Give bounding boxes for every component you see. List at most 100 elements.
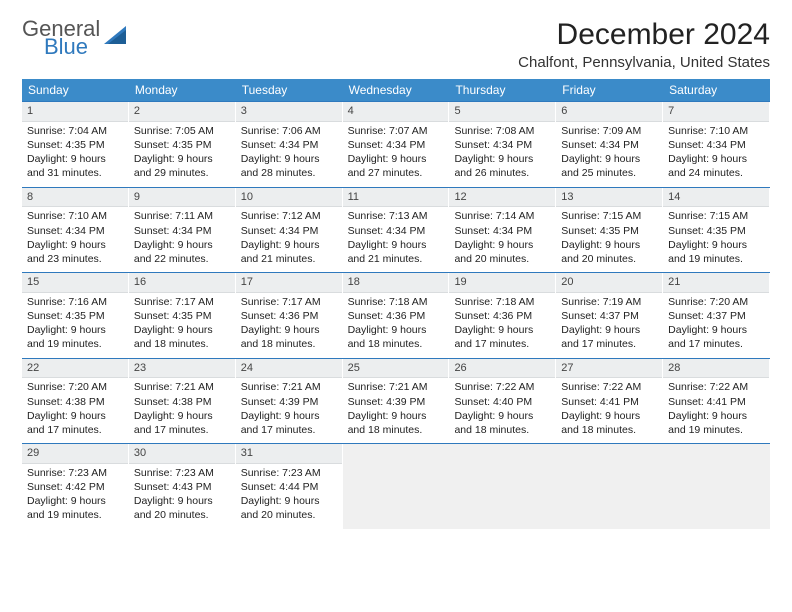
daylight-line-2: and 19 minutes. bbox=[668, 423, 764, 437]
day-number: 13 bbox=[556, 188, 662, 208]
daylight-line-2: and 17 minutes. bbox=[668, 337, 764, 351]
calendar-cell: 14Sunrise: 7:15 AMSunset: 4:35 PMDayligh… bbox=[663, 188, 770, 273]
daylight-line-2: and 27 minutes. bbox=[348, 166, 444, 180]
calendar-cell: 12Sunrise: 7:14 AMSunset: 4:34 PMDayligh… bbox=[449, 188, 556, 273]
daylight-line: Daylight: 9 hours bbox=[668, 238, 764, 252]
sunrise-line: Sunrise: 7:06 AM bbox=[241, 124, 337, 138]
calendar-cell-empty bbox=[556, 444, 663, 529]
calendar-cell: 20Sunrise: 7:19 AMSunset: 4:37 PMDayligh… bbox=[556, 273, 663, 358]
sunset-line: Sunset: 4:38 PM bbox=[134, 395, 230, 409]
daylight-line: Daylight: 9 hours bbox=[668, 152, 764, 166]
daylight-line-2: and 18 minutes. bbox=[134, 337, 230, 351]
daylight-line: Daylight: 9 hours bbox=[561, 238, 657, 252]
daylight-line: Daylight: 9 hours bbox=[561, 323, 657, 337]
day-number: 5 bbox=[449, 102, 555, 122]
sunset-line: Sunset: 4:34 PM bbox=[348, 138, 444, 152]
daylight-line-2: and 25 minutes. bbox=[561, 166, 657, 180]
calendar-cell: 26Sunrise: 7:22 AMSunset: 4:40 PMDayligh… bbox=[449, 359, 556, 444]
sunset-line: Sunset: 4:35 PM bbox=[27, 309, 123, 323]
calendar-cell: 28Sunrise: 7:22 AMSunset: 4:41 PMDayligh… bbox=[663, 359, 770, 444]
sunset-line: Sunset: 4:35 PM bbox=[134, 138, 230, 152]
day-number: 9 bbox=[129, 188, 235, 208]
page-title: December 2024 bbox=[518, 18, 770, 52]
day-number: 28 bbox=[663, 359, 769, 379]
sunrise-line: Sunrise: 7:08 AM bbox=[454, 124, 550, 138]
calendar-cell: 29Sunrise: 7:23 AMSunset: 4:42 PMDayligh… bbox=[22, 444, 129, 529]
daylight-line-2: and 22 minutes. bbox=[134, 252, 230, 266]
sunrise-line: Sunrise: 7:23 AM bbox=[241, 466, 337, 480]
sunrise-line: Sunrise: 7:19 AM bbox=[561, 295, 657, 309]
calendar-header-tuesday: Tuesday bbox=[236, 79, 343, 101]
sunrise-line: Sunrise: 7:13 AM bbox=[348, 209, 444, 223]
daylight-line-2: and 19 minutes. bbox=[27, 508, 123, 522]
daylight-line: Daylight: 9 hours bbox=[27, 409, 123, 423]
daylight-line: Daylight: 9 hours bbox=[668, 409, 764, 423]
sunset-line: Sunset: 4:37 PM bbox=[561, 309, 657, 323]
daylight-line-2: and 29 minutes. bbox=[134, 166, 230, 180]
sunset-line: Sunset: 4:34 PM bbox=[134, 224, 230, 238]
calendar-cell: 5Sunrise: 7:08 AMSunset: 4:34 PMDaylight… bbox=[449, 102, 556, 187]
daylight-line-2: and 18 minutes. bbox=[561, 423, 657, 437]
calendar-row: 15Sunrise: 7:16 AMSunset: 4:35 PMDayligh… bbox=[22, 272, 770, 358]
daylight-line: Daylight: 9 hours bbox=[348, 238, 444, 252]
daylight-line: Daylight: 9 hours bbox=[241, 409, 337, 423]
calendar-cell: 30Sunrise: 7:23 AMSunset: 4:43 PMDayligh… bbox=[129, 444, 236, 529]
day-number: 7 bbox=[663, 102, 769, 122]
daylight-line: Daylight: 9 hours bbox=[561, 152, 657, 166]
day-number: 23 bbox=[129, 359, 235, 379]
sunrise-line: Sunrise: 7:17 AM bbox=[241, 295, 337, 309]
daylight-line: Daylight: 9 hours bbox=[27, 238, 123, 252]
daylight-line-2: and 17 minutes. bbox=[134, 423, 230, 437]
sunrise-line: Sunrise: 7:18 AM bbox=[454, 295, 550, 309]
daylight-line: Daylight: 9 hours bbox=[134, 152, 230, 166]
sunrise-line: Sunrise: 7:18 AM bbox=[348, 295, 444, 309]
calendar-cell: 27Sunrise: 7:22 AMSunset: 4:41 PMDayligh… bbox=[556, 359, 663, 444]
day-number: 27 bbox=[556, 359, 662, 379]
calendar-cell: 25Sunrise: 7:21 AMSunset: 4:39 PMDayligh… bbox=[343, 359, 450, 444]
calendar-cell: 16Sunrise: 7:17 AMSunset: 4:35 PMDayligh… bbox=[129, 273, 236, 358]
day-number: 31 bbox=[236, 444, 342, 464]
calendar-cell: 7Sunrise: 7:10 AMSunset: 4:34 PMDaylight… bbox=[663, 102, 770, 187]
sunset-line: Sunset: 4:40 PM bbox=[454, 395, 550, 409]
day-number: 22 bbox=[22, 359, 128, 379]
daylight-line-2: and 20 minutes. bbox=[561, 252, 657, 266]
sunset-line: Sunset: 4:34 PM bbox=[668, 138, 764, 152]
daylight-line: Daylight: 9 hours bbox=[241, 152, 337, 166]
day-number: 2 bbox=[129, 102, 235, 122]
calendar-header-row: SundayMondayTuesdayWednesdayThursdayFrid… bbox=[22, 79, 770, 101]
sunset-line: Sunset: 4:34 PM bbox=[454, 224, 550, 238]
daylight-line-2: and 28 minutes. bbox=[241, 166, 337, 180]
day-number: 6 bbox=[556, 102, 662, 122]
sunrise-line: Sunrise: 7:05 AM bbox=[134, 124, 230, 138]
daylight-line: Daylight: 9 hours bbox=[241, 238, 337, 252]
sunrise-line: Sunrise: 7:09 AM bbox=[561, 124, 657, 138]
daylight-line: Daylight: 9 hours bbox=[27, 323, 123, 337]
calendar-row: 8Sunrise: 7:10 AMSunset: 4:34 PMDaylight… bbox=[22, 187, 770, 273]
daylight-line: Daylight: 9 hours bbox=[348, 409, 444, 423]
sunset-line: Sunset: 4:34 PM bbox=[561, 138, 657, 152]
calendar-cell: 24Sunrise: 7:21 AMSunset: 4:39 PMDayligh… bbox=[236, 359, 343, 444]
daylight-line-2: and 20 minutes. bbox=[241, 508, 337, 522]
daylight-line: Daylight: 9 hours bbox=[134, 323, 230, 337]
day-number: 8 bbox=[22, 188, 128, 208]
daylight-line: Daylight: 9 hours bbox=[668, 323, 764, 337]
sunrise-line: Sunrise: 7:21 AM bbox=[134, 380, 230, 394]
day-number: 19 bbox=[449, 273, 555, 293]
sunset-line: Sunset: 4:34 PM bbox=[454, 138, 550, 152]
calendar-header-saturday: Saturday bbox=[663, 79, 770, 101]
sunset-line: Sunset: 4:41 PM bbox=[561, 395, 657, 409]
calendar-cell: 15Sunrise: 7:16 AMSunset: 4:35 PMDayligh… bbox=[22, 273, 129, 358]
calendar-cell: 10Sunrise: 7:12 AMSunset: 4:34 PMDayligh… bbox=[236, 188, 343, 273]
day-number: 24 bbox=[236, 359, 342, 379]
sunset-line: Sunset: 4:42 PM bbox=[27, 480, 123, 494]
daylight-line-2: and 20 minutes. bbox=[134, 508, 230, 522]
calendar-cell: 4Sunrise: 7:07 AMSunset: 4:34 PMDaylight… bbox=[343, 102, 450, 187]
calendar-cell: 9Sunrise: 7:11 AMSunset: 4:34 PMDaylight… bbox=[129, 188, 236, 273]
day-number: 29 bbox=[22, 444, 128, 464]
logo-triangle-icon bbox=[104, 22, 132, 48]
calendar-cell-empty bbox=[449, 444, 556, 529]
daylight-line: Daylight: 9 hours bbox=[454, 323, 550, 337]
sunrise-line: Sunrise: 7:15 AM bbox=[668, 209, 764, 223]
sunset-line: Sunset: 4:34 PM bbox=[348, 224, 444, 238]
day-number: 25 bbox=[343, 359, 449, 379]
